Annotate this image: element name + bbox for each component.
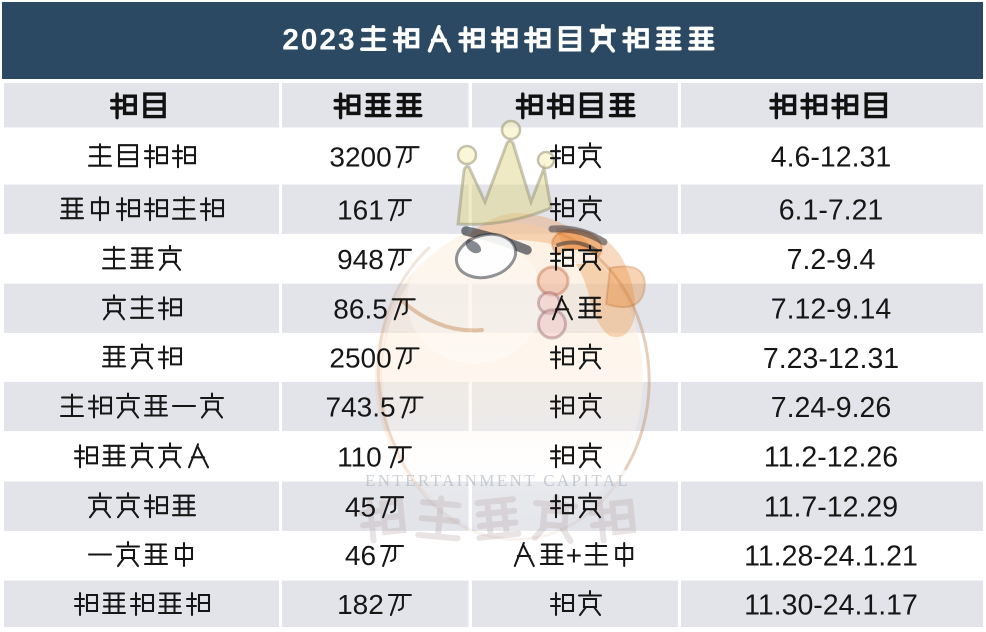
svg-text:4.6-12.31: 4.6-12.31 [771, 142, 891, 174]
svg-text:11.30-24.1.17: 11.30-24.1.17 [744, 589, 918, 621]
svg-text:161: 161 [337, 194, 384, 225]
svg-text:6.1-7.21: 6.1-7.21 [779, 195, 884, 227]
svg-text:2023: 2023 [282, 23, 355, 56]
svg-text:743.5: 743.5 [326, 392, 396, 423]
svg-text:3200: 3200 [329, 141, 391, 172]
svg-text:+: + [566, 540, 582, 571]
svg-text:7.2-9.4: 7.2-9.4 [787, 244, 876, 276]
svg-text:7.12-9.14: 7.12-9.14 [771, 294, 892, 326]
svg-text:182: 182 [337, 589, 384, 620]
svg-text:11.28-24.1.21: 11.28-24.1.21 [744, 540, 918, 572]
svg-text:ENTERTAINMENT CAPITAL: ENTERTAINMENT CAPITAL [365, 471, 631, 490]
svg-text:86.5: 86.5 [333, 294, 388, 325]
svg-text:110: 110 [337, 442, 382, 473]
svg-text:948: 948 [337, 244, 384, 275]
svg-text:11.7-12.29: 11.7-12.29 [764, 492, 898, 524]
svg-text:11.2-12.26: 11.2-12.26 [764, 442, 898, 474]
svg-text:2500: 2500 [329, 343, 391, 374]
svg-text:7.24-9.26: 7.24-9.26 [771, 392, 891, 424]
svg-text:45: 45 [345, 491, 376, 522]
svg-text:46: 46 [345, 540, 376, 571]
svg-text:7.23-12.31: 7.23-12.31 [763, 343, 899, 375]
